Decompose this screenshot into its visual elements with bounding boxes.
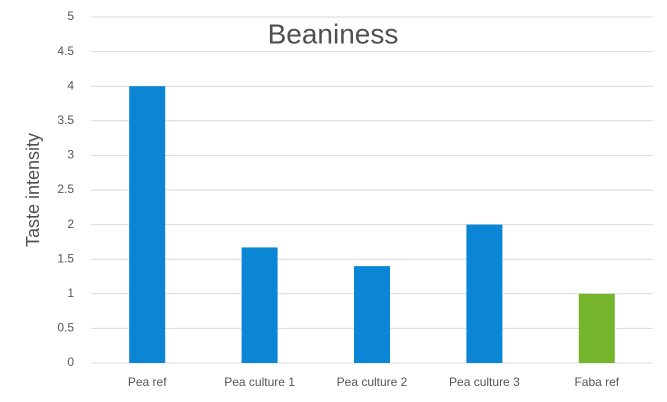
bar (241, 247, 278, 363)
y-tick-label: 3 (67, 148, 74, 162)
x-tick-label: Pea culture 3 (449, 375, 520, 389)
bar (354, 266, 390, 363)
x-tick-label: Faba ref (574, 375, 619, 389)
y-tick-label: 4 (67, 78, 74, 92)
x-tick-label: Pea culture 2 (337, 375, 408, 389)
bar (129, 86, 166, 363)
y-tick-label: 1.5 (57, 251, 74, 265)
y-tick-label: 2 (67, 217, 74, 231)
chart-title: Beaniness (268, 18, 399, 49)
x-tick-label: Pea culture 1 (224, 375, 295, 389)
y-tick-label: 5 (67, 9, 74, 23)
bar (466, 224, 503, 363)
y-tick-label: 0.5 (57, 321, 74, 335)
y-tick-label: 4.5 (57, 44, 74, 58)
y-tick-label: 3.5 (57, 113, 74, 127)
y-tick-label: 2.5 (57, 182, 74, 196)
bar (578, 293, 615, 363)
x-tick-label: Pea ref (128, 375, 167, 389)
y-tick-label: 1 (67, 286, 74, 300)
y-axis-label: Taste intensity (23, 133, 43, 247)
y-tick-label: 0 (67, 355, 74, 369)
